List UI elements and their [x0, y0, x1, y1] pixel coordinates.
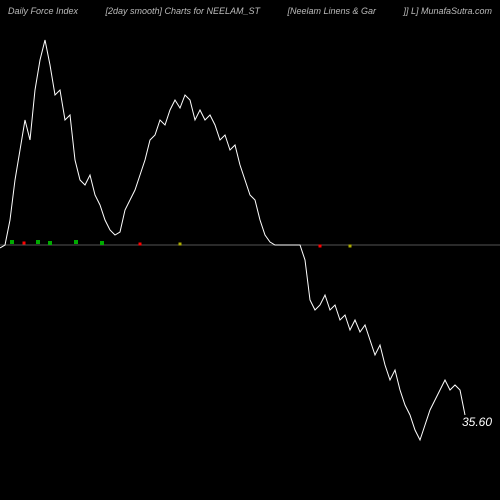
chart-header: Daily Force Index [2day smooth] Charts f…	[0, 6, 500, 16]
header-mid-left: [2day smooth] Charts for NEELAM_ST	[105, 6, 260, 16]
header-right: ]] L] MunafaSutra.com	[403, 6, 492, 16]
header-mid-right: [Neelam Linens & Gar	[287, 6, 376, 16]
force-index-chart	[0, 20, 500, 490]
price-label: 35.60	[462, 415, 492, 429]
chart-area	[0, 20, 500, 490]
header-left: Daily Force Index	[8, 6, 78, 16]
